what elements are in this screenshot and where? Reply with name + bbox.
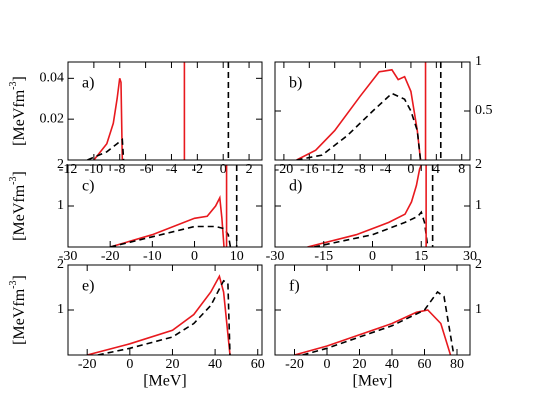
x-tick-label: 0: [191, 249, 198, 264]
y-label-exponent: -3: [8, 82, 19, 90]
y-tick-label: 1: [57, 198, 64, 213]
x-tick-label: -6: [140, 162, 152, 177]
curve: [87, 138, 125, 160]
y-label-close: ]: [11, 275, 28, 280]
x-tick-label: -30: [59, 249, 78, 264]
x-tick-label: -16: [300, 162, 319, 177]
x-axis-label: [MeV]: [143, 373, 187, 390]
plot-area: [86, 274, 231, 355]
x-tick-label: -2: [191, 162, 203, 177]
panel-label: f): [289, 278, 300, 295]
y-label-exponent: -3: [8, 281, 19, 289]
y-label-text: [MeVfm: [11, 89, 28, 146]
x-tick-label: 80: [450, 357, 464, 372]
panel: -20 0 20 40 60 80 1 2 f) [Mev]: [274, 257, 482, 390]
x-tick-label: -20: [285, 357, 304, 372]
plot-area: [87, 62, 230, 160]
panel: -20 0 20 40 60 1 2 e) [MeV] [MeVfm-3]: [8, 257, 264, 389]
x-tick-label: -10: [85, 162, 104, 177]
x-tick-label: -4: [380, 162, 392, 177]
plot-area: [296, 62, 442, 160]
x-tick-label: 0: [220, 162, 227, 177]
plot-area: [109, 165, 238, 247]
y-tick-label: 2: [57, 257, 64, 272]
y-tick-label: 1: [57, 302, 64, 317]
y-label-exponent: -3: [8, 177, 19, 185]
y-label-text: [MeVfm: [11, 288, 28, 345]
x-tick-label: -15: [314, 249, 333, 264]
x-tick-label: -4: [166, 162, 178, 177]
x-tick-label: 0: [126, 357, 133, 372]
y-axis-label: [MeVfm-3]: [8, 275, 27, 345]
y-tick-label: 0.02: [40, 111, 65, 126]
y-tick-label: 0.5: [475, 103, 493, 118]
x-tick-label: -12: [325, 162, 344, 177]
x-tick-label: 10: [230, 249, 244, 264]
panel: -20 -16 -12 -8 -4 0 4 8 0.5 1 b): [274, 54, 493, 177]
x-tick-label: 0: [407, 162, 414, 177]
x-axis-label: [Mev]: [353, 373, 393, 390]
curve: [93, 78, 124, 160]
x-tick-label: -30: [266, 249, 285, 264]
y-tick-label: 1: [475, 54, 482, 69]
panel-label: e): [82, 278, 94, 295]
x-tick-label: 8: [458, 162, 465, 177]
y-tick-label: 2: [57, 157, 64, 172]
panel: -30 -15 0 15 30 1 2 d): [266, 157, 482, 264]
axes-frame: [67, 61, 263, 161]
axes-frame: [274, 164, 471, 248]
y-tick-label: 2: [475, 257, 482, 272]
x-tick-label: -20: [78, 357, 97, 372]
x-tick-label: 20: [353, 357, 367, 372]
x-tick-label: 40: [208, 357, 222, 372]
x-tick-label: 0: [324, 357, 331, 372]
curve: [307, 165, 423, 247]
x-tick-label: 0: [369, 249, 376, 264]
x-tick-label: 4: [433, 162, 440, 177]
plot-area: [294, 290, 455, 355]
curve: [313, 210, 429, 247]
curve: [97, 279, 231, 355]
y-label-close: ]: [11, 76, 28, 81]
x-tick-label: 20: [165, 357, 179, 372]
y-axis-label: [MeVfm-3]: [8, 171, 27, 241]
panel: -12 -10 -8 -6 -4 -2 0 20.020.04 a)[MeVfm-3]: [8, 61, 263, 177]
x-tick-label: 60: [418, 357, 432, 372]
y-tick-label: 0.04: [40, 71, 65, 86]
y-label-text: [MeVfm: [11, 184, 28, 241]
x-tick-label: -10: [143, 249, 162, 264]
panel-label: c): [82, 178, 94, 195]
axes-frame: [67, 164, 263, 248]
curve: [296, 92, 422, 160]
y-axis-label: [MeVfm-3]: [8, 76, 27, 146]
plot-area: [307, 165, 434, 247]
curve: [294, 309, 452, 355]
x-tick-label: -8: [114, 162, 126, 177]
x-tick-label: 60: [251, 357, 265, 372]
curve: [302, 290, 455, 355]
x-tick-label: -20: [275, 162, 294, 177]
y-tick-label: 1: [475, 302, 482, 317]
x-tick-label: 40: [385, 357, 399, 372]
axes-frame: [274, 264, 471, 356]
x-tick-label: 30: [463, 249, 477, 264]
x-tick-label: -20: [101, 249, 120, 264]
curve: [86, 274, 231, 355]
x-tick-label: -8: [354, 162, 366, 177]
x-tick-label: 15: [414, 249, 428, 264]
y-tick-label: 1: [475, 198, 482, 213]
curve: [109, 195, 225, 247]
y-tick-label: 2: [475, 157, 482, 172]
axes-frame: [67, 264, 263, 356]
curve: [296, 68, 422, 160]
panel-label: a): [82, 75, 94, 92]
x-tick-label: 2: [246, 162, 253, 177]
panel-label: b): [289, 75, 302, 92]
panel-label: d): [289, 178, 302, 195]
curve: [110, 225, 232, 247]
y-label-close: ]: [11, 171, 28, 176]
